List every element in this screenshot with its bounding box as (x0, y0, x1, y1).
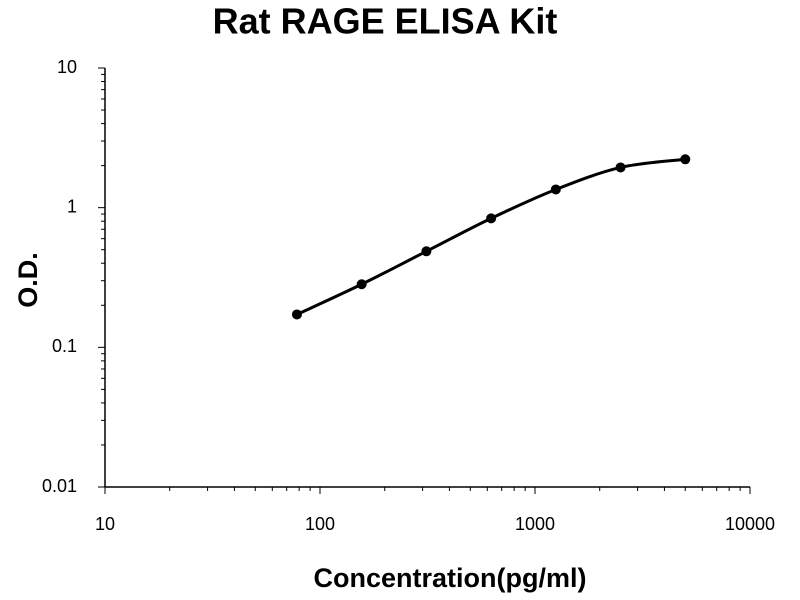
y-tick-label: 0.01 (42, 476, 77, 496)
x-tick-label: 1000 (515, 514, 555, 534)
y-tick-label: 1 (67, 196, 77, 216)
data-point (291, 309, 302, 320)
data-point (550, 184, 561, 195)
y-tick-label: 10 (57, 57, 77, 77)
x-tick-label: 10000 (725, 514, 775, 534)
data-point (421, 246, 432, 257)
y-tick-label: 0.1 (52, 336, 77, 356)
data-point (615, 162, 626, 173)
y-axis-label: O.D. (13, 252, 43, 308)
chart-title: Rat RAGE ELISA Kit (213, 1, 558, 42)
data-point (680, 154, 691, 165)
data-point (356, 279, 367, 290)
x-tick-label: 100 (305, 514, 335, 534)
data-point (486, 213, 497, 224)
x-tick-label: 10 (95, 514, 115, 534)
x-axis-label: Concentration(pg/ml) (314, 563, 587, 593)
